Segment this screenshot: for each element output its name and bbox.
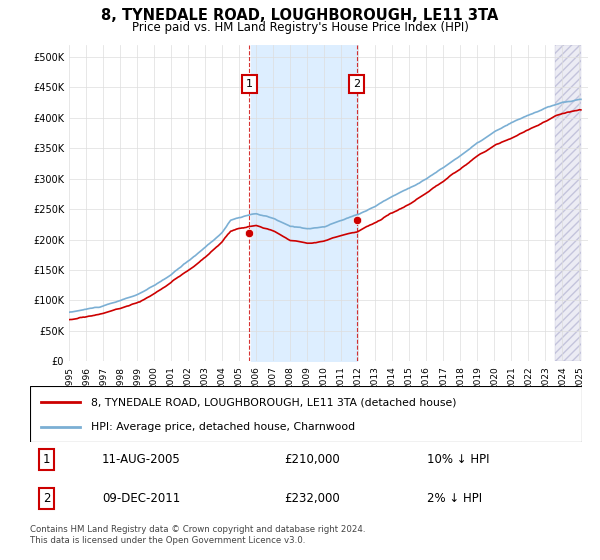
FancyBboxPatch shape [30, 386, 582, 442]
Text: 1: 1 [43, 453, 50, 466]
Text: 09-DEC-2011: 09-DEC-2011 [102, 492, 180, 505]
Text: 1: 1 [246, 80, 253, 90]
Text: 11-AUG-2005: 11-AUG-2005 [102, 453, 181, 466]
Text: £210,000: £210,000 [284, 453, 340, 466]
Text: 2: 2 [353, 80, 361, 90]
Text: 8, TYNEDALE ROAD, LOUGHBOROUGH, LE11 3TA (detached house): 8, TYNEDALE ROAD, LOUGHBOROUGH, LE11 3TA… [91, 397, 456, 407]
Text: Contains HM Land Registry data © Crown copyright and database right 2024.
This d: Contains HM Land Registry data © Crown c… [30, 525, 365, 545]
Text: HPI: Average price, detached house, Charnwood: HPI: Average price, detached house, Char… [91, 422, 355, 432]
Text: £232,000: £232,000 [284, 492, 340, 505]
Text: Price paid vs. HM Land Registry's House Price Index (HPI): Price paid vs. HM Land Registry's House … [131, 21, 469, 34]
Text: 2: 2 [43, 492, 50, 505]
Text: 2% ↓ HPI: 2% ↓ HPI [427, 492, 482, 505]
Text: 8, TYNEDALE ROAD, LOUGHBOROUGH, LE11 3TA: 8, TYNEDALE ROAD, LOUGHBOROUGH, LE11 3TA [101, 8, 499, 24]
Text: 10% ↓ HPI: 10% ↓ HPI [427, 453, 490, 466]
